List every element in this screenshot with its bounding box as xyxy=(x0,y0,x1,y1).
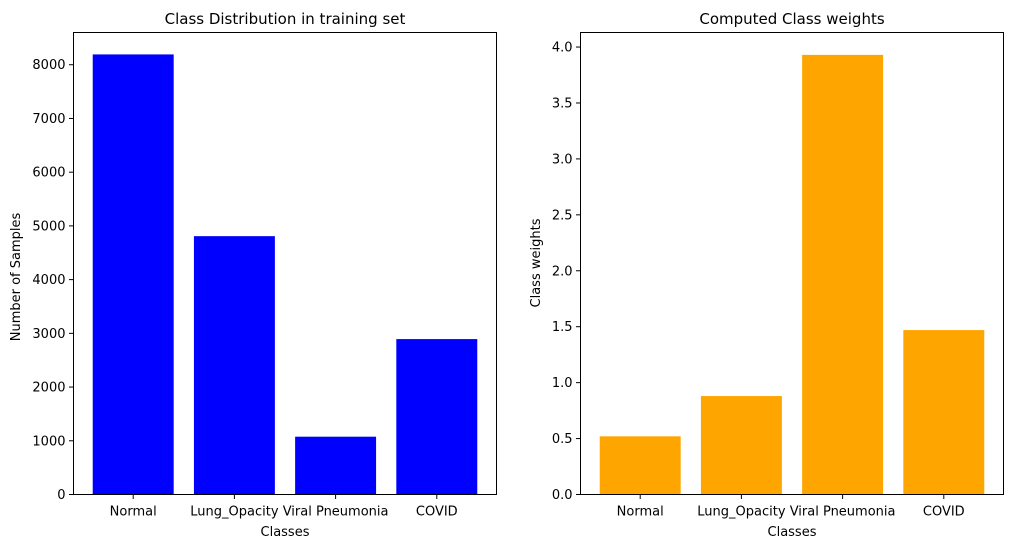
x-ticks: Normal Lung_Opacity Viral Pneumonia COVID xyxy=(110,494,458,520)
chart-class-weights: Computed Class weights Class weights Cla… xyxy=(529,10,1004,540)
x-tick-label: COVID xyxy=(416,505,458,520)
y-ticks: 0.0 0.5 1.0 1.5 2.0 2.5 3.0 3.5 4.0 xyxy=(552,41,581,503)
chart-title: Computed Class weights xyxy=(699,10,884,28)
x-ticks: Normal Lung_Opacity Viral Pneumonia COVID xyxy=(617,494,965,520)
x-tick-label: Normal xyxy=(617,505,664,520)
bar-normal xyxy=(92,54,174,495)
x-tick-label: Viral Pneumonia xyxy=(283,505,389,520)
y-tick-label: 5000 xyxy=(32,219,65,234)
y-tick-label: 2.5 xyxy=(552,208,573,223)
y-tick-label: 3000 xyxy=(32,327,65,342)
x-tick-label: COVID xyxy=(923,505,965,520)
y-tick-label: 0.0 xyxy=(552,488,573,503)
bar-covid xyxy=(903,330,985,495)
bar-viral-pneumonia xyxy=(295,436,377,495)
y-tick-label: 1000 xyxy=(32,434,65,449)
y-axis-label: Class weights xyxy=(529,218,544,307)
x-axis-label: Classes xyxy=(261,525,310,540)
y-tick-label: 2.0 xyxy=(552,264,573,279)
y-tick-label: 0 xyxy=(57,488,65,503)
bar-lung-opacity xyxy=(700,396,782,495)
y-tick-label: 1.5 xyxy=(552,320,573,335)
chart-title: Class Distribution in training set xyxy=(165,10,406,28)
y-tick-label: 8000 xyxy=(32,58,65,73)
x-tick-label: Lung_Opacity xyxy=(190,505,279,520)
y-tick-label: 3.0 xyxy=(552,152,573,167)
x-tick-label: Normal xyxy=(110,505,157,520)
y-ticks: 0 1000 2000 3000 4000 5000 6000 7000 8000 xyxy=(32,58,74,503)
y-tick-label: 4.0 xyxy=(552,41,573,56)
y-tick-label: 3.5 xyxy=(552,96,573,111)
y-tick-label: 6000 xyxy=(32,166,65,181)
bar-covid xyxy=(396,339,478,495)
plot-frame xyxy=(580,32,1004,495)
bars xyxy=(599,54,985,495)
y-tick-label: 2000 xyxy=(32,381,65,396)
y-tick-label: 7000 xyxy=(32,112,65,127)
chart-class-distribution: Class Distribution in training set Numbe… xyxy=(9,10,497,540)
y-axis-label: Number of Samples xyxy=(9,213,24,342)
x-axis-label: Classes xyxy=(768,525,817,540)
x-tick-label: Viral Pneumonia xyxy=(790,505,896,520)
y-tick-label: 4000 xyxy=(32,273,65,288)
x-tick-label: Lung_Opacity xyxy=(697,505,786,520)
bar-normal xyxy=(599,436,681,495)
y-tick-label: 0.5 xyxy=(552,432,573,447)
bar-viral-pneumonia xyxy=(802,54,884,495)
bars xyxy=(92,54,478,495)
bar-lung-opacity xyxy=(193,236,275,495)
y-tick-label: 1.0 xyxy=(552,376,573,391)
plot-frame xyxy=(73,32,497,495)
